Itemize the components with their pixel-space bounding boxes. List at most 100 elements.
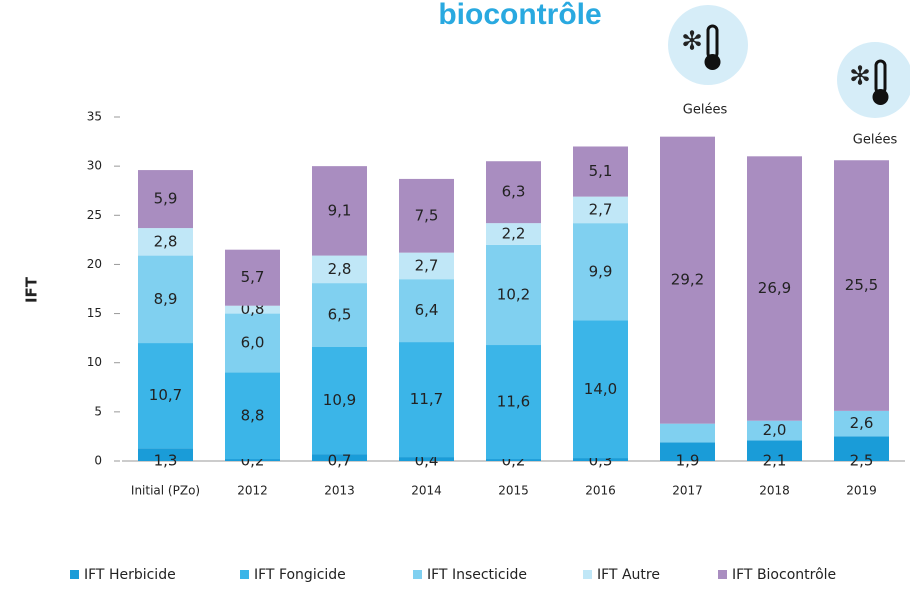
bar-segment	[573, 196, 628, 224]
bar-segment	[486, 345, 541, 460]
x-tick-label: Initial (PZo)	[131, 484, 200, 498]
bar-segment	[486, 244, 541, 346]
frost-icon: ✻	[837, 42, 910, 118]
bar-segment	[399, 279, 454, 343]
bar-segment	[660, 442, 715, 461]
data-label: 2,7	[415, 256, 439, 274]
bar-segment	[660, 136, 715, 424]
data-label: 6,0	[241, 334, 265, 352]
bar-segment	[747, 420, 802, 441]
bar-segment	[225, 305, 280, 314]
y-tick-label: 25	[87, 208, 102, 222]
bar-segment	[747, 156, 802, 421]
bar-segment	[660, 423, 715, 443]
data-label: 6,3	[502, 183, 526, 201]
data-label: 9,1	[328, 201, 352, 219]
bar-segment	[225, 313, 280, 373]
data-label: 25,5	[845, 276, 878, 294]
data-label: 8,8	[241, 406, 265, 424]
bar-segment	[312, 454, 367, 461]
data-label: 8,9	[154, 290, 178, 308]
legend-label: IFT Insecticide	[427, 567, 527, 583]
x-tick-label: 2017	[672, 484, 703, 498]
bar-segment	[834, 410, 889, 437]
bar-segment	[225, 459, 280, 461]
data-label: 5,7	[241, 268, 265, 286]
data-label: 2,0	[763, 421, 787, 439]
legend-label: IFT Biocontrôle	[732, 567, 836, 583]
data-label: 10,2	[497, 285, 530, 303]
bar-segment	[573, 320, 628, 459]
data-label: 2,7	[589, 200, 613, 218]
x-tick-label: 2012	[237, 484, 268, 498]
y-tick-label: 20	[87, 257, 102, 271]
frost-icon: ✻	[668, 5, 748, 85]
data-label: 5,1	[589, 162, 613, 180]
bar-segment	[399, 342, 454, 458]
bar-segment	[312, 166, 367, 256]
legend-swatch	[583, 570, 592, 579]
svg-text:✻: ✻	[681, 27, 703, 57]
data-label: 2,6	[850, 414, 874, 432]
x-tick-label: 2016	[585, 484, 616, 498]
bar-segment	[312, 283, 367, 347]
annotation: Gelées	[683, 103, 728, 118]
bar-segment	[573, 223, 628, 321]
x-tick-label: 2015	[498, 484, 529, 498]
data-label: 7,5	[415, 206, 439, 224]
x-tick-label: 2013	[324, 484, 355, 498]
y-tick-label: 0	[94, 454, 102, 468]
data-label: 6,5	[328, 306, 352, 324]
data-label: 6,4	[415, 301, 439, 319]
data-label: 2,8	[154, 232, 178, 250]
x-tick-label: 2014	[411, 484, 442, 498]
annotation: Gelées	[853, 133, 898, 148]
bar-segment	[573, 146, 628, 197]
data-label: 2,2	[502, 224, 526, 242]
bar-segment	[399, 457, 454, 461]
bar-segment	[225, 249, 280, 306]
y-tick-label: 30	[87, 159, 102, 173]
data-label: 2,8	[328, 260, 352, 278]
data-label: 1,9	[676, 452, 700, 470]
y-tick-label: 35	[87, 110, 102, 124]
bar-segment	[138, 448, 193, 461]
svg-text:✻: ✻	[849, 62, 871, 92]
bar-segment	[138, 228, 193, 256]
data-label: 9,9	[589, 262, 613, 280]
bar-segment	[312, 346, 367, 455]
y-axis-label: IFT	[23, 276, 41, 303]
bar-segment	[399, 252, 454, 280]
data-label: 11,6	[497, 393, 530, 411]
bar-segment	[138, 343, 193, 449]
x-tick-label: 2018	[759, 484, 790, 498]
bar-segment	[138, 170, 193, 229]
data-label: 29,2	[671, 271, 704, 289]
data-label: 2,5	[850, 452, 874, 470]
bar-segment	[312, 255, 367, 284]
bar-segment	[834, 160, 889, 411]
data-label: 26,9	[758, 279, 791, 297]
legend-label: IFT Fongicide	[254, 567, 346, 583]
y-tick-label: 15	[87, 306, 102, 320]
data-label: 5,9	[154, 190, 178, 208]
data-label: 2,1	[763, 452, 787, 470]
bar-segment	[747, 440, 802, 461]
bar-segment	[834, 436, 889, 461]
legend-label: IFT Herbicide	[84, 567, 176, 583]
bar-segment	[138, 255, 193, 344]
bar-segment	[225, 372, 280, 460]
legend-swatch	[718, 570, 727, 579]
chart-title: biocontrôle	[438, 0, 601, 31]
bar-segment	[573, 458, 628, 461]
legend-swatch	[70, 570, 79, 579]
legend-swatch	[240, 570, 249, 579]
data-label: 10,9	[323, 391, 356, 409]
bar-segment	[399, 178, 454, 253]
legend-swatch	[413, 570, 422, 579]
y-tick-label: 5	[94, 404, 102, 418]
data-label: 14,0	[584, 380, 617, 398]
y-tick-label: 10	[87, 355, 102, 369]
data-label: 1,3	[154, 452, 178, 470]
